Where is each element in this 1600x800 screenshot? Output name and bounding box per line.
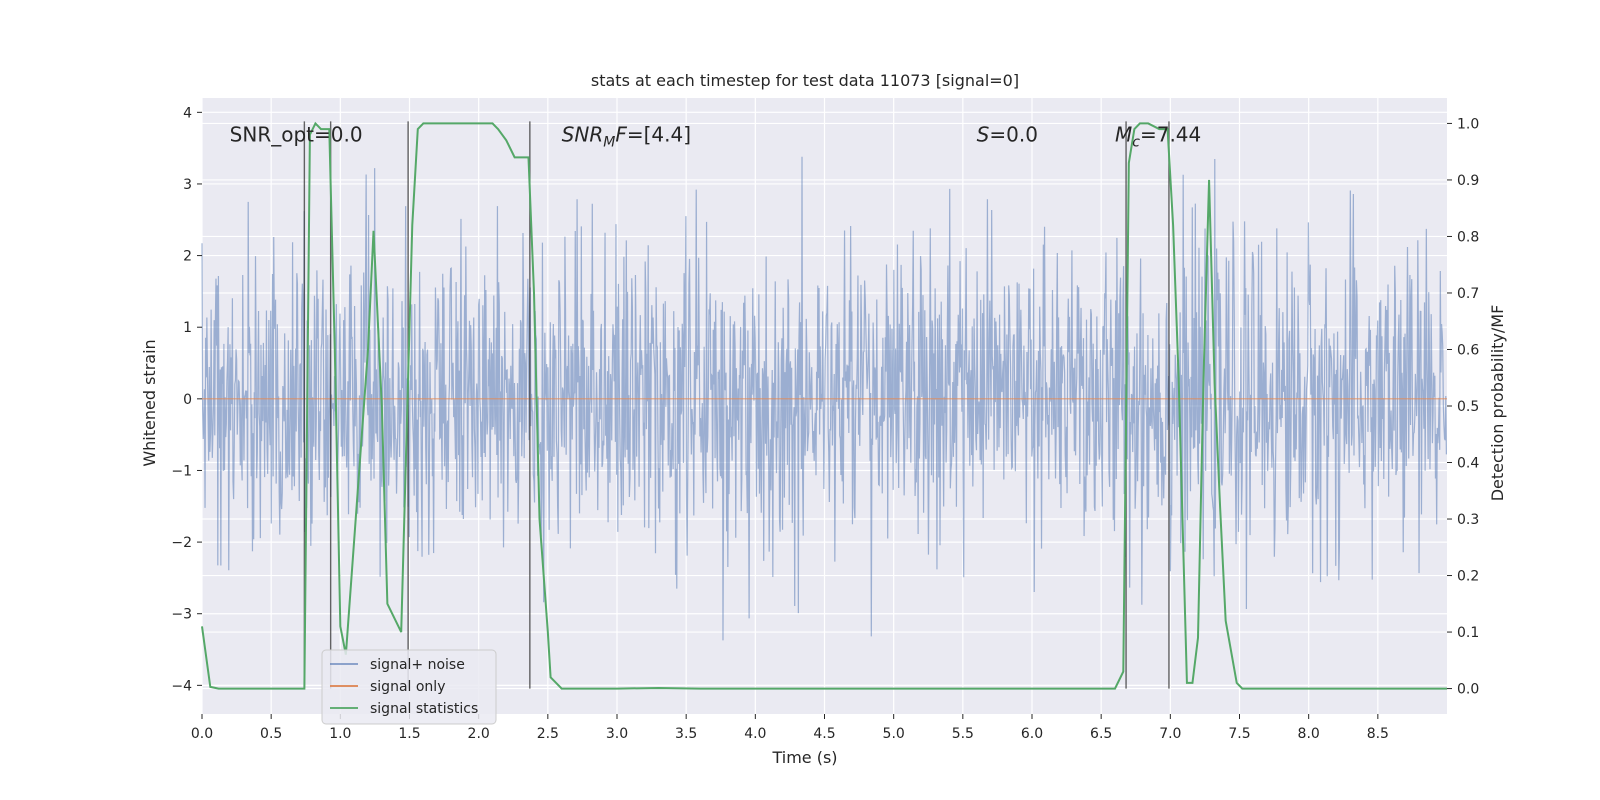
y-right-tick-label: 0.6	[1457, 342, 1479, 358]
x-tick-label: 3.0	[606, 726, 628, 742]
y-left-tick-label: 4	[183, 105, 192, 121]
series-signal-statistics	[201, 121, 1447, 690]
legend-label: signal statistics	[370, 701, 478, 717]
x-tick-label: 2.0	[468, 726, 490, 742]
y-right-tick-label: 1.0	[1457, 116, 1479, 132]
y-left-tick-label: 2	[183, 249, 192, 265]
x-axis-ticks: 0.0 0.5 1.0 1.5 2.0 2.5 3.0 3.5 4.0 4.5 5.0 5.5 6.0 6…	[191, 714, 1389, 742]
y-right-tick-label: 0.8	[1457, 229, 1479, 245]
y-axis-left-label: Whitened strain	[140, 339, 159, 466]
x-tick-label: 2.5	[537, 726, 559, 742]
signal-statistics-line	[201, 121, 1447, 690]
chart-title: stats at each timestep for test data 110…	[591, 71, 1019, 90]
legend-box	[321, 649, 497, 725]
signal-noise-line	[201, 156, 1447, 641]
y-left-tick-label: −3	[171, 607, 192, 623]
y-left-tick-label: −2	[171, 535, 192, 551]
legend: signal+ noise signal only signal statistic…	[321, 649, 497, 725]
y-right-tick-label: 0.9	[1457, 173, 1479, 189]
y-right-tick-label: 0.4	[1457, 456, 1479, 472]
series-signal-noise	[201, 156, 1447, 641]
annotation-text: Mc=7.44	[1115, 122, 1201, 150]
x-tick-label: 4.0	[744, 726, 766, 742]
legend-label: signal only	[370, 679, 445, 695]
y-axis-right-label: Detection probability/MF	[1488, 305, 1507, 502]
x-tick-label: 7.0	[1159, 726, 1181, 742]
y-left-tick-label: 1	[183, 320, 192, 336]
x-tick-label: 5.0	[883, 726, 905, 742]
x-tick-label: 8.5	[1367, 726, 1389, 742]
x-axis-label: Time (s)	[771, 748, 837, 767]
y-right-tick-label: 0.7	[1457, 286, 1479, 302]
y-left-tick-label: −1	[171, 463, 192, 479]
y-right-tick-label: 0.0	[1457, 682, 1479, 698]
x-tick-label: 6.5	[1090, 726, 1112, 742]
x-tick-label: 8.0	[1298, 726, 1320, 742]
x-tick-label: 1.5	[398, 726, 420, 742]
y-right-tick-label: 0.5	[1457, 399, 1479, 415]
x-tick-label: 0.5	[260, 726, 282, 742]
annotation-text: SNR_opt=0.0	[230, 122, 363, 146]
y-axis-left-ticks: −4 −3 −2 −1 0 1 2 3 4	[171, 105, 202, 694]
x-tick-label: 7.5	[1228, 726, 1250, 742]
x-tick-label: 0.0	[191, 726, 213, 742]
legend-label: signal+ noise	[370, 657, 465, 673]
y-right-tick-label: 0.3	[1457, 512, 1479, 528]
y-right-tick-label: 0.1	[1457, 625, 1479, 641]
annotations: SNR_opt=0.0 SNRMF=[4.4] S=0.0 Mc=7.44	[230, 122, 1202, 150]
x-tick-label: 1.0	[329, 726, 351, 742]
y-left-tick-label: −4	[171, 678, 192, 694]
y-axis-right-ticks: 0.0 0.1 0.2 0.3 0.4 0.5 0.6 0.7 0.8 0.9 1.0	[1447, 116, 1479, 698]
y-right-tick-label: 0.2	[1457, 569, 1479, 585]
x-tick-label: 6.0	[1021, 726, 1043, 742]
y-left-tick-label: 3	[183, 177, 192, 193]
annotation-text: SNRMF=[4.4]	[562, 122, 691, 150]
y-left-tick-label: 0	[183, 392, 192, 408]
x-tick-label: 3.5	[675, 726, 697, 742]
x-tick-label: 5.5	[952, 726, 974, 742]
annotation-text: S=0.0	[977, 122, 1038, 146]
x-tick-label: 4.5	[813, 726, 835, 742]
